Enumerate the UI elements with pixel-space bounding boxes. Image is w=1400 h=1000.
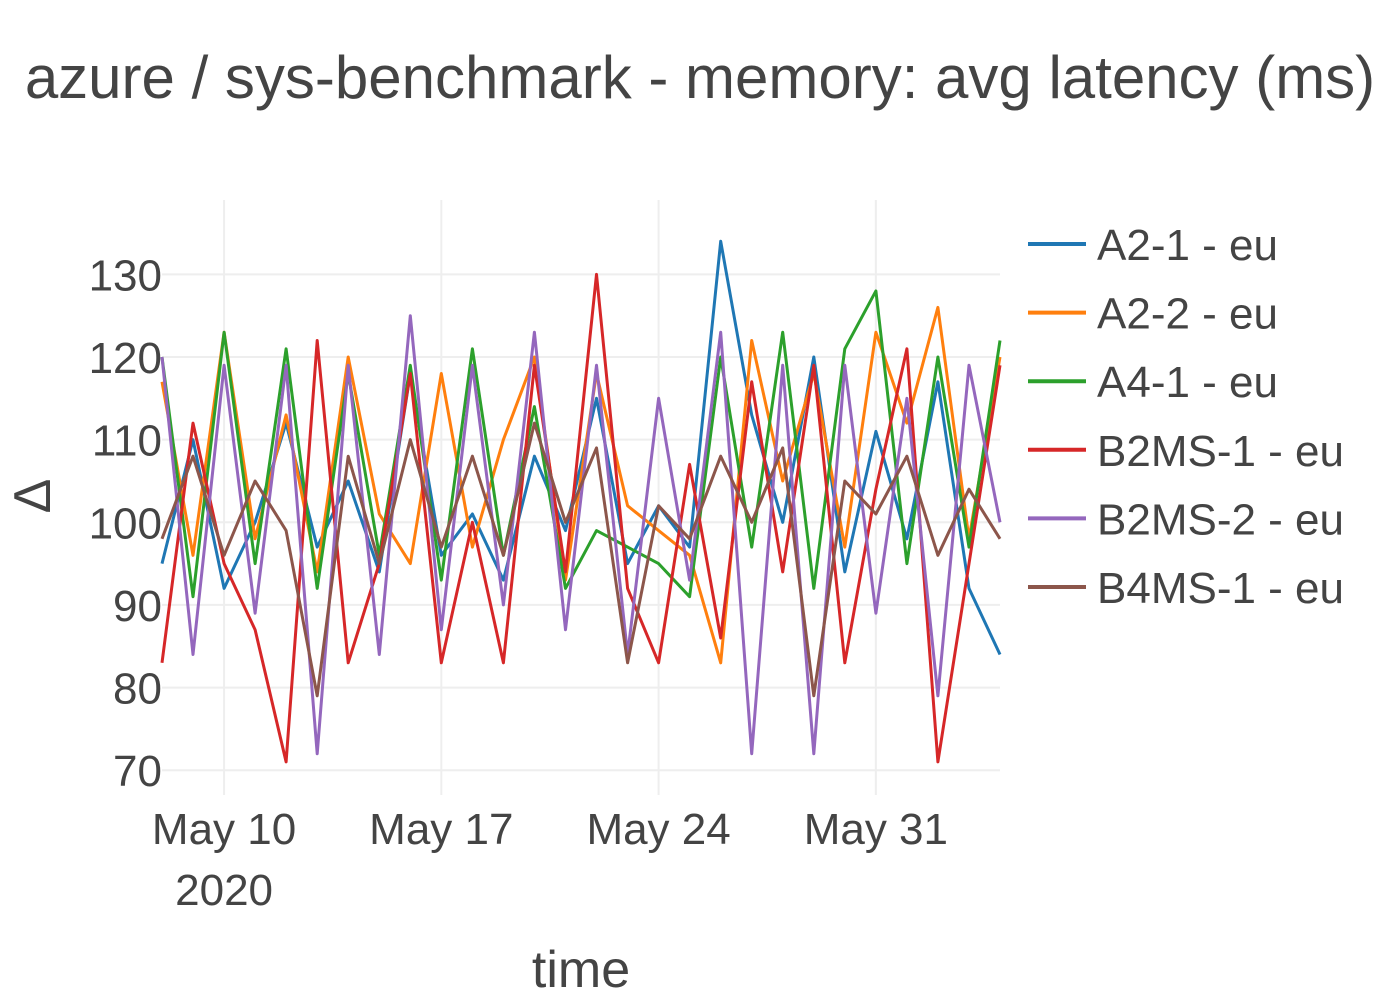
y-axis-title: Δ xyxy=(4,479,62,514)
legend-label: B4MS-1 - eu xyxy=(1097,564,1344,613)
y-tick-label: 110 xyxy=(92,417,162,466)
y-tick-label: 130 xyxy=(89,251,162,300)
x-axis: May 10 2020 May 17 May 24 May 31 xyxy=(152,805,948,915)
y-tick-label: 90 xyxy=(113,582,162,631)
y-tick-label: 120 xyxy=(89,334,162,383)
legend-item[interactable]: A2-2 - eu xyxy=(1028,290,1278,339)
series-line-a2-2-eu xyxy=(160,305,1002,665)
x-tick-sublabel: 2020 xyxy=(175,866,273,915)
x-axis-title: time xyxy=(532,941,630,999)
series-line-b4ms-1-eu xyxy=(160,421,1002,698)
series-line-b2ms-2-eu xyxy=(160,314,1002,756)
x-tick-label: May 31 xyxy=(804,805,948,854)
legend-item[interactable]: A4-1 - eu xyxy=(1028,358,1278,407)
legend-item[interactable]: B4MS-1 - eu xyxy=(1028,564,1344,613)
x-tick-label: May 10 xyxy=(152,805,296,854)
legend-label: A2-1 - eu xyxy=(1097,221,1278,270)
y-axis: 70 80 90 100 110 120 130 xyxy=(89,251,162,796)
x-tick-label: May 24 xyxy=(586,805,730,854)
y-tick-label: 100 xyxy=(89,499,162,548)
series-line-a2-1-eu xyxy=(160,239,1002,656)
legend-item[interactable]: B2MS-1 - eu xyxy=(1028,427,1344,476)
legend-label: A4-1 - eu xyxy=(1097,358,1278,407)
y-tick-label: 80 xyxy=(113,665,162,714)
x-tick-label: May 17 xyxy=(369,805,513,854)
series-lines xyxy=(160,239,1002,764)
legend-label: B2MS-2 - eu xyxy=(1097,495,1344,544)
legend-item[interactable]: A2-1 - eu xyxy=(1028,221,1278,270)
y-tick-label: 70 xyxy=(113,747,162,796)
legend-label: A2-2 - eu xyxy=(1097,290,1278,339)
series-line-a4-1-eu xyxy=(160,289,1002,599)
chart-title: azure / sys-benchmark - memory: avg late… xyxy=(25,44,1375,111)
legend-label: B2MS-1 - eu xyxy=(1097,427,1344,476)
legend: A2-1 - eu A2-2 - eu A4-1 - eu B2MS-1 - eu B2… xyxy=(1028,221,1344,613)
legend-item[interactable]: B2MS-2 - eu xyxy=(1028,495,1344,544)
